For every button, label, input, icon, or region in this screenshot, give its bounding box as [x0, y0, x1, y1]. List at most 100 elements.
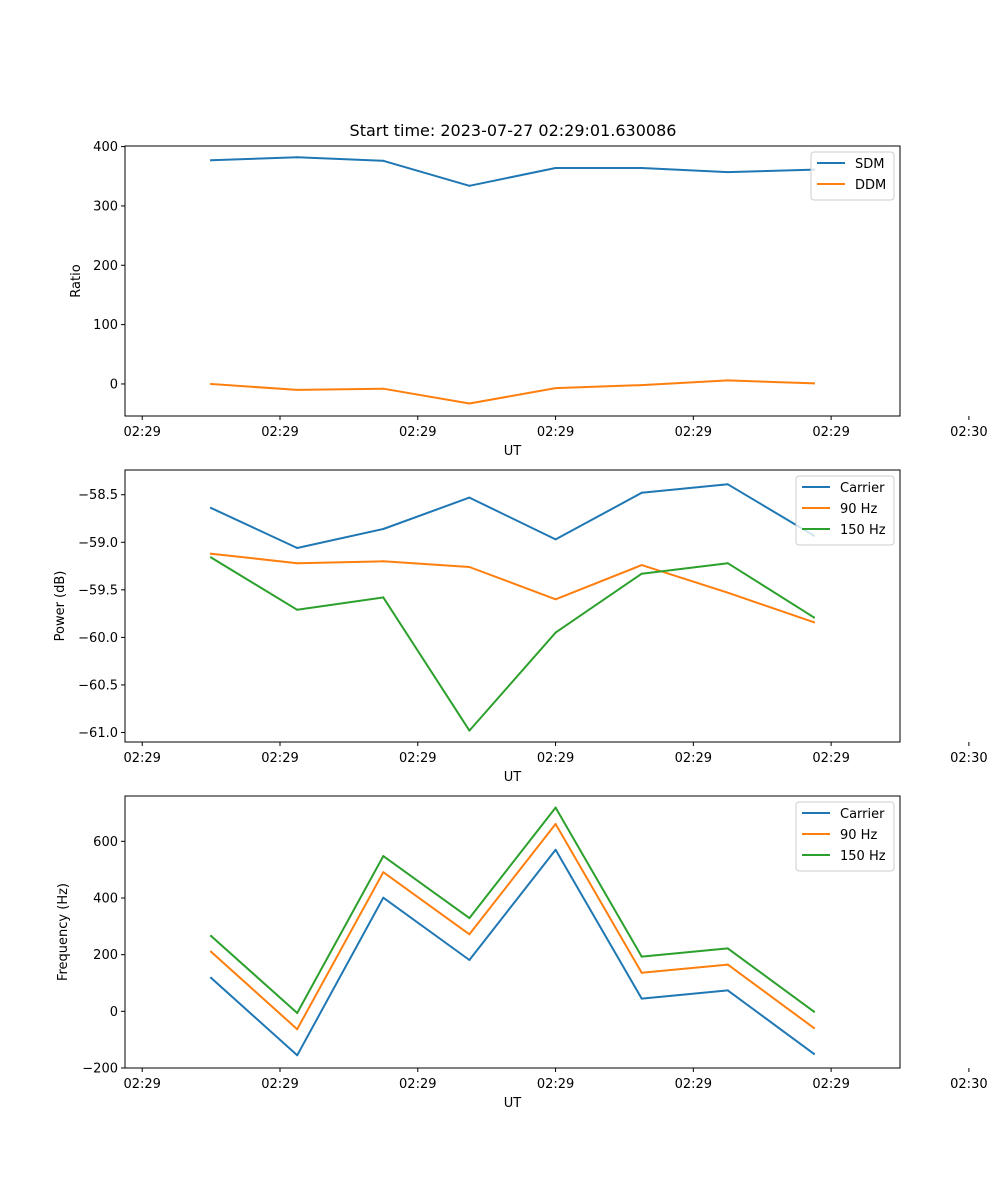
power-carrier-point-6: [640, 491, 643, 494]
ratio-legend: SDM DDM: [810, 151, 895, 201]
power-x-tick-label: 02:29: [675, 751, 712, 766]
frequency-150-hz-point-4: [468, 917, 471, 920]
ratio-y-tick-label: 200: [93, 259, 118, 274]
frequency-x-tick-label: 02:30: [950, 1077, 987, 1092]
power-90-hz-point-8: [812, 621, 815, 624]
power-150-hz-point-1: [210, 556, 213, 559]
frequency-90-hz-point-6: [640, 971, 643, 974]
power-carrier-point-2: [296, 547, 299, 549]
frequency-carrier-point-6: [640, 997, 643, 1000]
frequency-axes-frame: [124, 795, 901, 1069]
ratio-sdm-point-4: [468, 184, 471, 187]
ratio-x-tick-label: 02:29: [399, 425, 436, 440]
frequency-y-tick-label: 0: [110, 1005, 118, 1020]
ratio-axes-frame: [124, 145, 901, 417]
power-legend: Carrier 90 Hz 150 Hz: [795, 475, 895, 546]
power-x-tick-label: 02:29: [812, 751, 849, 766]
frequency-90-hz-point-4: [468, 933, 471, 936]
power-series-carrier-line: [209, 483, 816, 549]
power-150-hz-point-8: [812, 616, 815, 619]
power-90-hz-point-6: [640, 564, 643, 567]
frequency-150-hz-point-5: [554, 806, 557, 809]
power-90-hz-point-5: [554, 598, 557, 601]
power-y-tick-label: −60.5: [78, 678, 118, 693]
power-y-tick-label: −59.0: [78, 536, 118, 551]
frequency-carrier-point-4: [468, 959, 471, 961]
power-legend-label-150-hz: 150 Hz: [840, 523, 886, 538]
power-90-hz-point-7: [726, 591, 729, 594]
power-y-tick-label: −58.5: [78, 488, 118, 503]
ratio-y-axis-label: Ratio: [69, 264, 84, 297]
power-carrier-point-3: [382, 528, 385, 530]
frequency-carrier-point-3: [382, 896, 385, 899]
frequency-carrier-point-1: [210, 976, 213, 979]
frequency-y-tick-label: 200: [93, 948, 118, 963]
frequency-x-tick-label: 02:29: [123, 1077, 160, 1092]
frequency-90-hz-point-8: [812, 1027, 815, 1029]
frequency-y-tick-label: 600: [93, 835, 118, 850]
power-y-tick-label: −59.5: [78, 583, 118, 598]
frequency-carrier-point-7: [726, 989, 729, 992]
ratio-legend-label-sdm: SDM: [855, 157, 884, 172]
frequency-90-hz-point-3: [382, 871, 385, 874]
power-panel: 02:29 02:29 02:29 02:29 02:29 02:29 02:30 −61.0…: [53, 469, 988, 785]
power-x-tick-label: 02:30: [950, 751, 987, 766]
power-x-axis-label: UT: [504, 770, 522, 785]
frequency-150-hz-point-2: [296, 1012, 299, 1014]
frequency-legend: Carrier 90 Hz 150 Hz: [795, 801, 895, 872]
ratio-series-sdm-line: [210, 156, 815, 187]
power-axes-frame: [124, 469, 901, 743]
frequency-series-150-hz-line: [209, 806, 816, 1014]
power-y-tick-label: −61.0: [78, 726, 118, 741]
ratio-ddm-point-7: [726, 379, 729, 382]
power-series-150-hz-line: [209, 556, 816, 732]
frequency-legend-label-90-hz: 90 Hz: [840, 828, 877, 843]
frequency-carrier-point-8: [812, 1052, 815, 1055]
ratio-panel: 02:29 02:29 02:29 02:29 02:29 02:29 02:30 0 100 2…: [69, 140, 988, 459]
chart-title: Start time: 2023-07-27 02:29:01.630086: [350, 121, 677, 140]
ratio-x-tick-label: 02:29: [261, 425, 298, 440]
frequency-x-tick-label: 02:29: [399, 1077, 436, 1092]
power-150-hz-point-7: [726, 562, 729, 565]
power-150-hz-point-2: [296, 608, 299, 611]
frequency-legend-box: [795, 801, 895, 872]
power-90-hz-point-3: [382, 560, 385, 563]
frequency-90-hz-point-7: [726, 963, 729, 966]
power-150-hz-point-5: [554, 631, 557, 634]
frequency-150-hz-point-1: [210, 935, 213, 937]
ratio-y-tick-label: 100: [93, 318, 118, 333]
frequency-x-tick-label: 02:29: [537, 1077, 574, 1092]
power-90-hz-point-4: [468, 566, 471, 568]
power-90-hz-point-2: [296, 562, 299, 565]
ratio-sdm-point-3: [382, 159, 385, 162]
frequency-series-carrier-line: [209, 848, 816, 1057]
power-90-hz-point-1: [210, 552, 213, 555]
ratio-x-tick-label: 02:29: [537, 425, 574, 440]
ratio-x-axis-label: UT: [504, 444, 522, 459]
ratio-sdm-point-1: [210, 159, 213, 162]
frequency-150-hz-point-8: [812, 1010, 815, 1013]
ratio-ddm-point-6: [640, 384, 643, 387]
power-legend-box: [795, 475, 895, 546]
frequency-carrier-point-2: [296, 1054, 299, 1057]
ratio-x-tick-label: 02:29: [123, 425, 160, 440]
frequency-y-tick-label: −200: [82, 1062, 118, 1077]
ratio-sdm-point-2: [296, 156, 299, 159]
ratio-ddm-point-3: [382, 387, 385, 390]
ratio-y-tick-label: 400: [93, 140, 118, 155]
frequency-x-axis-label: UT: [504, 1096, 522, 1111]
frequency-legend-label-carrier: Carrier: [840, 807, 885, 822]
power-carrier-point-7: [726, 483, 729, 486]
ratio-sdm-point-7: [726, 171, 729, 174]
ratio-ddm-point-5: [554, 387, 557, 390]
frequency-panel: 02:29 02:29 02:29 02:29 02:29 02:29 02:30 −200 0…: [56, 795, 988, 1111]
power-x-tick-label: 02:29: [123, 751, 160, 766]
power-150-hz-point-4: [468, 729, 471, 732]
ratio-ddm-point-1: [210, 383, 213, 385]
frequency-carrier-point-5: [554, 848, 557, 851]
frequency-90-hz-point-2: [296, 1028, 299, 1031]
ratio-legend-label-ddm: DDM: [855, 178, 886, 193]
ratio-x-tick-label: 02:29: [812, 425, 849, 440]
ratio-y-tick-label: 300: [93, 199, 118, 214]
